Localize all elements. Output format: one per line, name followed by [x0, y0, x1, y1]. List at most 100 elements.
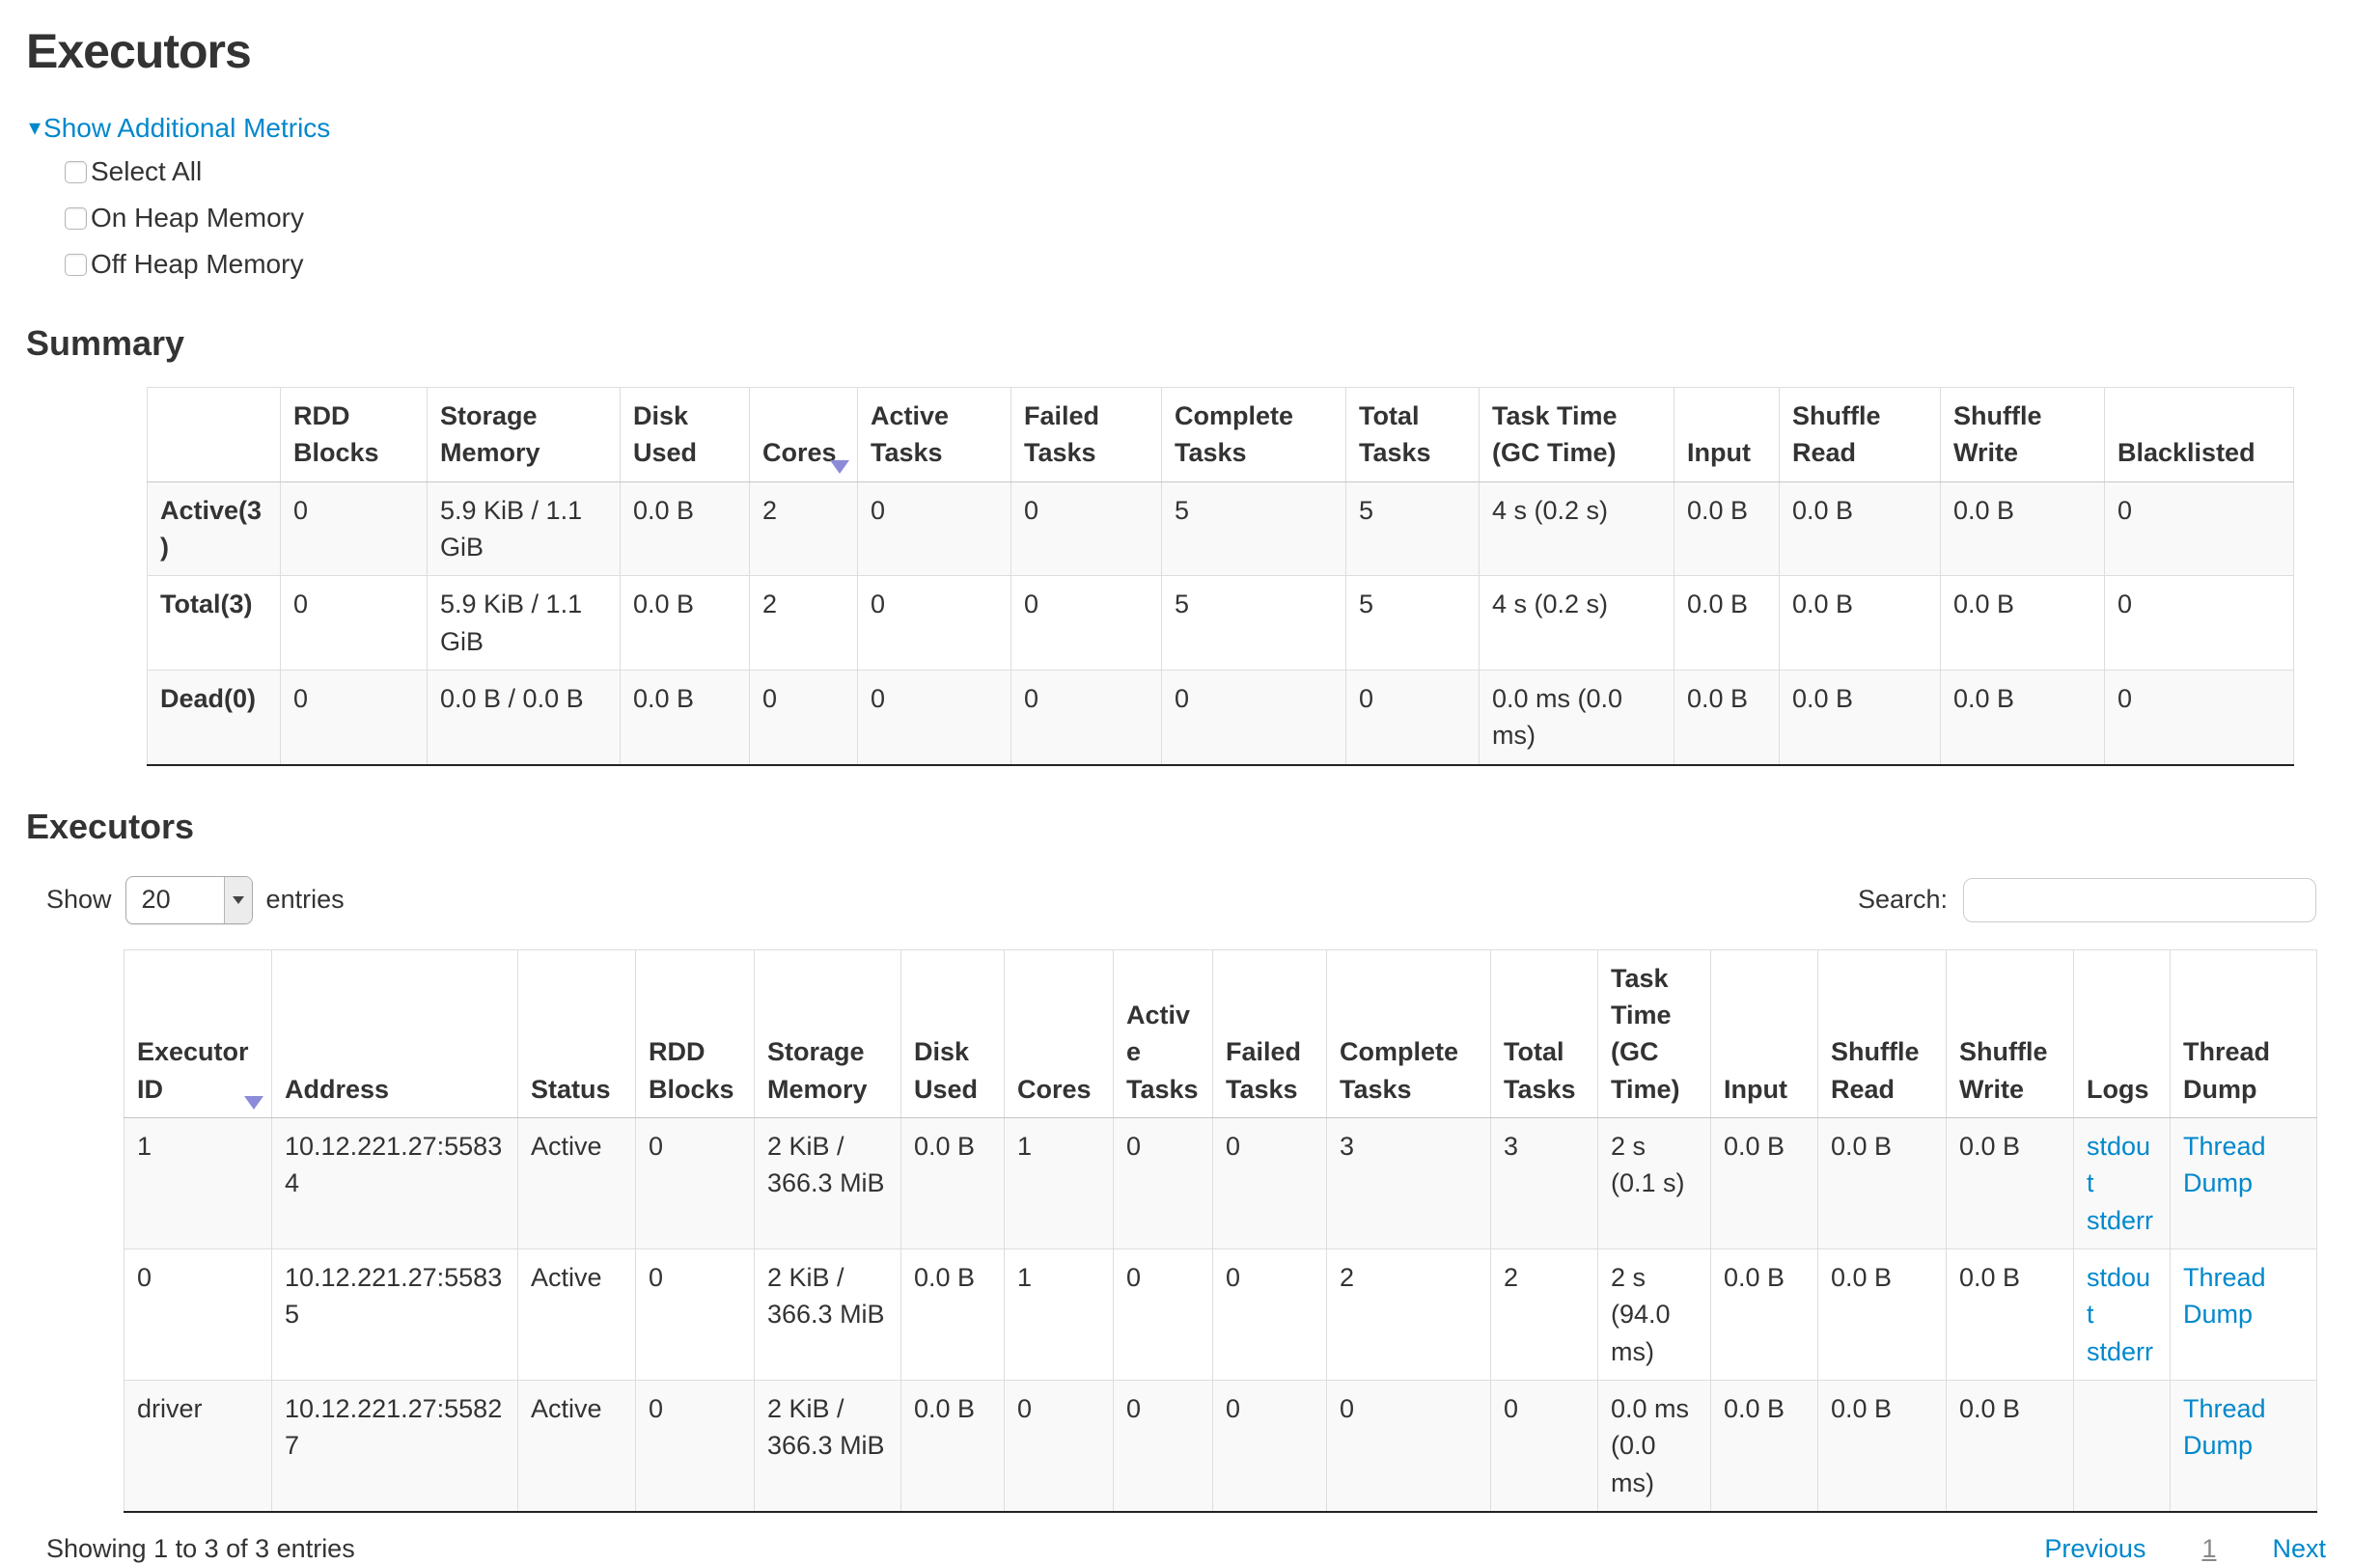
cell-status: Active	[517, 1379, 636, 1513]
cell: 0.0 B	[1710, 1116, 1818, 1249]
cell: 0	[1212, 1379, 1327, 1513]
cell: 0	[1113, 1379, 1213, 1513]
sort-desc-icon	[244, 1095, 263, 1110]
summary-col-shuffle-read[interactable]: Shuffle Read	[1779, 387, 1941, 482]
exec-col-address[interactable]: Address	[271, 948, 518, 1118]
cell: 0.0 B	[1940, 669, 2105, 766]
summary-row-label: Total(3)	[147, 575, 281, 671]
exec-col-storage-memory[interactable]: Storage Memory	[754, 948, 901, 1118]
exec-col-status[interactable]: Status	[517, 948, 636, 1118]
cell: 2	[749, 480, 858, 577]
table-controls: Show 20 entries Search:	[46, 875, 2316, 924]
table-footer: Showing 1 to 3 of 3 entries Previous 1 N…	[46, 1534, 2326, 1564]
summary-col-rdd-blocks[interactable]: RDD Blocks	[280, 387, 428, 482]
exec-col-input[interactable]: Input	[1710, 948, 1818, 1118]
cell: 2 KiB / 366.3 MiB	[754, 1379, 901, 1513]
summary-col-cores[interactable]: Cores	[749, 387, 858, 482]
entries-select[interactable]: 20	[125, 875, 253, 924]
summary-col-blacklisted[interactable]: Blacklisted	[2104, 387, 2294, 482]
search-input[interactable]	[1963, 877, 2316, 922]
cell-address: 10.12.221.27:55835	[271, 1248, 518, 1381]
cell: 0	[1010, 669, 1162, 766]
off-heap-memory-checkbox[interactable]	[65, 253, 87, 276]
cell: 0.0 B	[620, 669, 750, 766]
cell: 0	[635, 1379, 755, 1513]
cell: 0	[1113, 1116, 1213, 1249]
cell: 5	[1345, 480, 1480, 577]
summary-col-task-time[interactable]: Task Time (GC Time)	[1479, 387, 1674, 482]
cell: 0	[1490, 1379, 1598, 1513]
exec-col-complete-tasks[interactable]: Complete Tasks	[1326, 948, 1491, 1118]
stdout-link[interactable]: stdout	[2087, 1131, 2151, 1198]
exec-col-total-tasks[interactable]: Total Tasks	[1490, 948, 1598, 1118]
executor-row-1: 1 10.12.221.27:55834 Active 0 2 KiB / 36…	[124, 1116, 2317, 1249]
next-page-button[interactable]: Next	[2272, 1533, 2326, 1563]
exec-col-shuffle-write[interactable]: Shuffle Write	[1946, 948, 2074, 1118]
executors-table: Executor ID Address Status RDD Blocks St…	[124, 948, 2317, 1513]
cell: 0.0 ms (0.0 ms)	[1479, 669, 1674, 766]
cell: 1	[1004, 1248, 1114, 1381]
stdout-link[interactable]: stdout	[2087, 1262, 2151, 1330]
cell-executor-id: 0	[124, 1248, 272, 1381]
cell: 5.9 KiB / 1.1 GiB	[427, 575, 621, 671]
cell: 5.9 KiB / 1.1 GiB	[427, 480, 621, 577]
cell-thread-dump: Thread Dump	[2170, 1379, 2317, 1513]
summary-col-input[interactable]: Input	[1674, 387, 1780, 482]
summary-table: RDD Blocks Storage Memory Disk Used Core…	[147, 387, 2294, 766]
cell-executor-id: driver	[124, 1379, 272, 1513]
show-label: Show	[46, 885, 112, 915]
exec-col-cores[interactable]: Cores	[1004, 948, 1114, 1118]
cell: 0	[749, 669, 858, 766]
select-all-checkbox[interactable]	[65, 160, 87, 183]
summary-header-row: RDD Blocks Storage Memory Disk Used Core…	[147, 387, 2294, 482]
stderr-link[interactable]: stderr	[2087, 1205, 2154, 1235]
summary-col-complete-tasks[interactable]: Complete Tasks	[1161, 387, 1346, 482]
cell: 0	[857, 575, 1011, 671]
thread-dump-link[interactable]: Thread Dump	[2183, 1262, 2266, 1330]
cell: 2	[1490, 1248, 1598, 1381]
cell: 0.0 B	[1940, 575, 2105, 671]
summary-col-disk-used[interactable]: Disk Used	[620, 387, 750, 482]
on-heap-memory-label: On Heap Memory	[91, 203, 304, 233]
on-heap-memory-checkbox[interactable]	[65, 206, 87, 230]
previous-page-button[interactable]: Previous	[2044, 1533, 2146, 1563]
summary-col-shuffle-write[interactable]: Shuffle Write	[1940, 387, 2105, 482]
exec-col-rdd-blocks[interactable]: RDD Blocks	[635, 948, 755, 1118]
cell: 0	[1010, 575, 1162, 671]
cell: 0	[1345, 669, 1480, 766]
cell: 0	[280, 575, 428, 671]
cell: 3	[1490, 1116, 1598, 1249]
cell: 0	[857, 480, 1011, 577]
exec-col-active-tasks[interactable]: Active Tasks	[1113, 948, 1213, 1118]
summary-col-active-tasks[interactable]: Active Tasks	[857, 387, 1011, 482]
cell: 0	[280, 480, 428, 577]
exec-col-logs[interactable]: Logs	[2073, 948, 2171, 1118]
exec-col-executor-id[interactable]: Executor ID	[124, 948, 272, 1118]
exec-col-task-time[interactable]: Task Time (GC Time)	[1597, 948, 1711, 1118]
show-additional-metrics-toggle[interactable]: ▾ Show Additional Metrics	[29, 113, 330, 144]
exec-col-failed-tasks[interactable]: Failed Tasks	[1212, 948, 1327, 1118]
entries-info: Showing 1 to 3 of 3 entries	[46, 1533, 355, 1563]
summary-col-total-tasks[interactable]: Total Tasks	[1345, 387, 1480, 482]
exec-col-thread-dump[interactable]: Thread Dump	[2170, 948, 2317, 1118]
cell: 0.0 B	[1674, 575, 1780, 671]
summary-row-active: Active(3) 0 5.9 KiB / 1.1 GiB 0.0 B 2 0 …	[147, 480, 2294, 577]
summary-col-storage-memory[interactable]: Storage Memory	[427, 387, 621, 482]
summary-col-failed-tasks[interactable]: Failed Tasks	[1010, 387, 1162, 482]
search-label: Search:	[1857, 885, 1948, 915]
exec-col-shuffle-read[interactable]: Shuffle Read	[1817, 948, 1947, 1118]
metric-option-off-heap: Off Heap Memory	[65, 246, 2380, 283]
exec-col-disk-used[interactable]: Disk Used	[900, 948, 1005, 1118]
stderr-link[interactable]: stderr	[2087, 1336, 2154, 1366]
cell-thread-dump: Thread Dump	[2170, 1248, 2317, 1381]
cell: 0	[280, 669, 428, 766]
thread-dump-link[interactable]: Thread Dump	[2183, 1393, 2266, 1461]
cell: 4 s (0.2 s)	[1479, 575, 1674, 671]
page-number-1[interactable]: 1	[2201, 1533, 2217, 1563]
cell-logs: stdout stderr	[2073, 1248, 2171, 1381]
cell: 1	[1004, 1116, 1114, 1249]
cell: 0.0 B	[1674, 669, 1780, 766]
thread-dump-link[interactable]: Thread Dump	[2183, 1131, 2266, 1198]
cell: 0.0 B	[620, 575, 750, 671]
select-all-label: Select All	[91, 156, 203, 186]
